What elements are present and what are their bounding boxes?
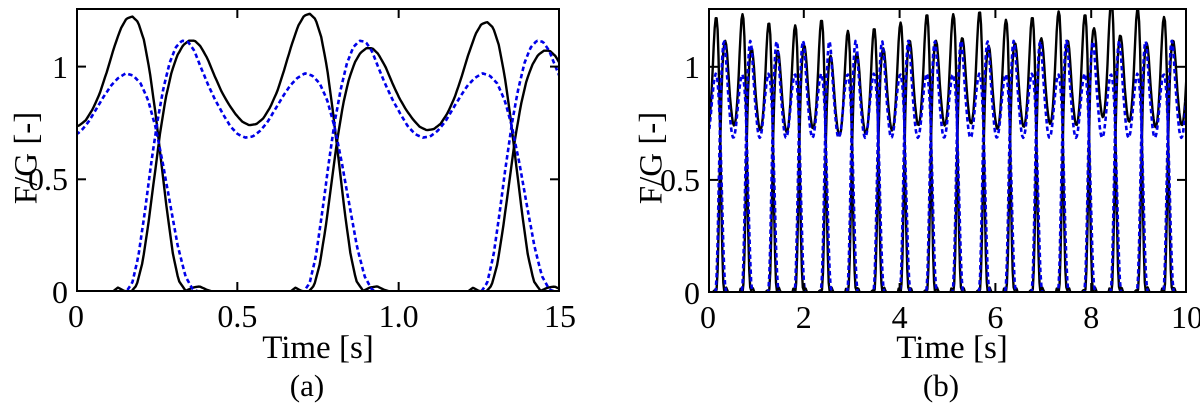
plot-a-x-tick-label: 0.5 [217,298,258,334]
plot-b-y-tick-label: 0 [684,275,700,311]
curve-dashed-blue-leg-2 [708,40,1187,293]
curve-solid-black-leg-1 [76,15,560,292]
plot-b-x-tick-label: 2 [795,299,812,335]
plot-b-caption: (b) [922,368,960,403]
plot-b-y-tick-label: 1 [684,48,700,85]
plot-a-y-tick-label: 0 [52,274,68,310]
plot-a-y-tick-label: 1 [52,48,68,85]
plot-b-x-tick-label: 6 [987,299,1004,335]
plot-b-axes [708,8,1187,293]
curve-dashed-blue-leg-1 [76,39,560,292]
curve-dashed-blue-leg-2 [76,39,560,292]
plot-b-x-tick-label: 8 [1083,299,1100,335]
plot-b-y-tick-label: 0.5 [660,161,700,198]
plot-a-y-tick-label: 0.5 [28,161,68,198]
plot-b-x-axis-label: Time [s] [896,330,1008,366]
plot-a-x-tick-label: 15 [544,298,576,334]
plot-b-x-tick-label: 4 [891,299,908,335]
plot-a-caption: (a) [289,368,325,403]
plot-b-x-tick-label: 10 [1171,299,1200,335]
plot-b-canvas [708,8,1187,293]
axes-box [76,8,560,292]
plot-a-x-axis-label: Time [s] [262,330,374,366]
plot-a-x-tick-label: 0 [68,298,84,334]
axes-box [708,8,1187,293]
plot-a-axes [76,8,560,292]
plot-b-x-tick-label: 0 [700,299,716,335]
plot-a-x-tick-label: 1.0 [378,298,419,334]
plot-a-canvas [76,8,560,292]
